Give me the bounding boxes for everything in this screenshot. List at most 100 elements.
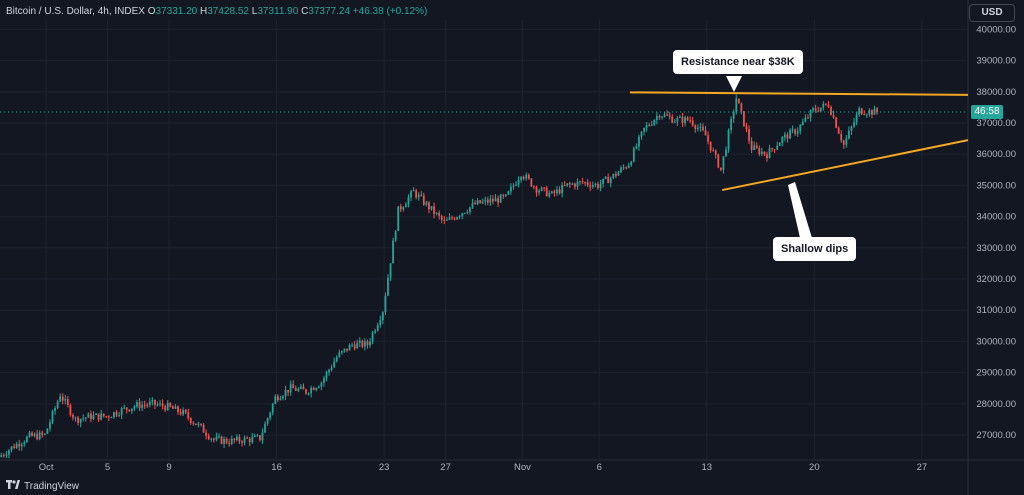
candle-body: [84, 417, 87, 419]
candle-body: [225, 438, 228, 443]
candle-body: [702, 126, 704, 131]
candle-body: [54, 408, 56, 412]
candle-body: [422, 195, 425, 205]
candle-body: [238, 436, 241, 442]
candle-body: [617, 171, 620, 176]
candle-body: [712, 150, 715, 152]
dips-callout: Shallow dips: [773, 237, 857, 261]
candle-body: [745, 126, 748, 130]
candle-body: [743, 111, 745, 127]
candle-body: [445, 219, 448, 221]
candle-body: [223, 438, 225, 444]
candle-body: [748, 129, 750, 141]
candles: [0, 94, 878, 459]
candle-body: [848, 130, 850, 139]
candle-body: [282, 396, 284, 399]
candle-body: [540, 187, 543, 191]
candle-body: [591, 185, 594, 188]
candle-body: [310, 387, 313, 394]
candle-body: [366, 341, 369, 346]
candle-body: [586, 182, 589, 185]
candle-body: [346, 348, 348, 351]
candle-body: [284, 389, 287, 397]
candle-body: [171, 406, 174, 409]
y-tick-label: 38000.00: [976, 87, 1016, 98]
ohlc-legend: Bitcoin / U.S. Dollar, 4h, INDEX O37331.…: [6, 6, 427, 17]
tradingview-logo[interactable]: TradingView: [6, 480, 79, 492]
candle-body: [607, 176, 610, 184]
candle-body: [753, 145, 756, 150]
candle-body: [517, 180, 520, 185]
candle-body: [824, 103, 827, 105]
candle-body: [72, 414, 74, 418]
candle-body: [179, 412, 182, 415]
candle-body: [10, 446, 13, 451]
candle-body: [545, 187, 548, 197]
dips-callout-pointer: [788, 182, 812, 238]
candle-body: [840, 133, 843, 141]
candle-body: [484, 199, 487, 202]
candle-body: [507, 191, 510, 195]
candle-body: [118, 415, 120, 417]
candle-body: [110, 417, 113, 419]
candle-body: [865, 114, 868, 116]
candle-body: [486, 199, 489, 203]
candle-body: [563, 185, 566, 187]
candle-body: [292, 384, 295, 389]
candle-body: [871, 110, 873, 115]
candle-body: [632, 148, 635, 162]
x-tick-label: Nov: [514, 462, 531, 473]
candle-body: [397, 206, 400, 231]
candle-body: [287, 389, 289, 393]
candle-body: [527, 174, 530, 179]
candle-body: [13, 446, 15, 449]
price-axis[interactable]: 27000.00 28000.00 29000.00 30000.00 31000.00…: [976, 24, 1016, 441]
candle-body: [494, 198, 497, 202]
candle-body: [699, 126, 702, 128]
candle-body: [133, 406, 136, 409]
candle-body: [860, 108, 863, 115]
candle-body: [730, 118, 733, 131]
candle-body: [200, 423, 202, 425]
candle-body: [809, 110, 812, 118]
candle-body: [49, 422, 51, 429]
candle-body: [830, 106, 832, 115]
high-label: H: [200, 6, 208, 17]
candle-body: [146, 404, 149, 406]
y-tick-label: 40000.00: [976, 24, 1016, 35]
x-tick-label: 27: [440, 462, 451, 473]
candle-body: [822, 103, 825, 108]
candle-body: [266, 418, 269, 424]
change-value: +46.38 (+0.12%): [352, 6, 428, 17]
candle-body: [433, 206, 435, 214]
candle-body: [474, 202, 476, 205]
candle-body: [376, 324, 379, 331]
x-tick-label: 13: [702, 462, 713, 473]
candle-body: [796, 131, 799, 134]
candle-body: [801, 121, 804, 126]
currency-button[interactable]: USD: [969, 4, 1015, 22]
candle-body: [497, 198, 499, 203]
candle-body: [412, 190, 415, 192]
candle-body: [399, 206, 402, 210]
candle-body: [456, 217, 459, 220]
candle-body: [166, 402, 169, 411]
candle-body: [338, 352, 341, 358]
candle-body: [269, 412, 272, 419]
candle-body: [538, 190, 540, 193]
candle-body: [666, 114, 668, 116]
candle-body: [197, 423, 200, 425]
candle-body: [74, 417, 77, 419]
candle-body: [673, 121, 676, 123]
candle-body: [379, 319, 382, 325]
candle-body: [271, 403, 274, 413]
candle-body: [0, 455, 3, 457]
candle-body: [143, 404, 146, 406]
candle-body: [858, 108, 861, 115]
candle-body: [420, 194, 423, 196]
time-axis[interactable]: Oct 5 9 16 23 27 Nov 6 13 20 27: [39, 462, 927, 473]
candle-body: [691, 120, 694, 126]
